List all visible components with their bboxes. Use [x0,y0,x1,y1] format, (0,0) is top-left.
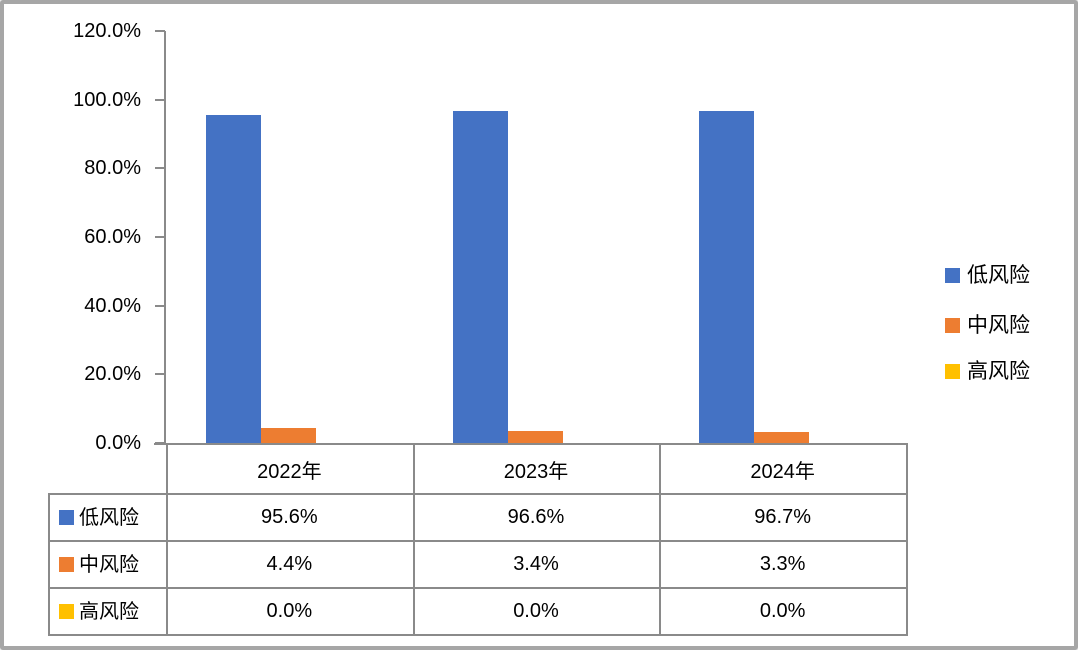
table-row-label: 中风险 [79,553,139,576]
legend-swatch-icon [945,267,960,283]
table-row-label: 高风险 [79,600,139,623]
y-axis-line [164,31,166,445]
table-value-cell: 0.0% [266,600,313,622]
table-value-cell: 96.6% [507,506,565,528]
y-axis-tick-label: 20.0% [84,363,141,386]
legend-label: 高风险 [967,359,1030,383]
legend-swatch-icon [945,317,960,333]
y-axis-tick-mark [155,167,165,170]
table-border-line [48,634,908,636]
table-value-cell: 0.0% [513,600,559,622]
table-header-cell-2022年: 2022年 [257,460,322,483]
table-border-line [906,443,908,636]
table-row-header-中风险: 中风险 [50,542,166,587]
table-border-line [48,540,908,542]
bar-series-1-低风险-cat-2023年 [452,111,508,443]
y-axis-tick-label: 120.0% [73,20,141,42]
row-swatch-icon [59,510,74,525]
y-axis-tick-label: 40.0% [84,294,141,317]
y-axis-tick-mark [155,98,165,101]
table-border-line [48,493,908,495]
bar-series-2-中风险-cat-2022年 [261,427,316,443]
legend-swatch-icon [945,363,960,379]
y-axis-tick-label: 60.0% [84,226,141,248]
y-axis-tick-label: 0.0% [95,432,141,454]
table-header-cell-2023年: 2023年 [503,460,569,483]
table-row-header-低风险: 低风险 [50,495,166,540]
table-value-cell: 95.6% [260,506,318,528]
y-axis-tick-mark [155,236,165,238]
y-axis-tick-mark [155,30,165,32]
legend-item-中风险: 中风险 [945,313,1030,337]
table-border-line [166,443,168,636]
table-value-cell: 4.4% [266,553,313,575]
y-axis-tick-mark [155,304,165,307]
legend-label: 低风险 [967,263,1030,287]
y-axis-tick-label: 80.0% [84,157,141,180]
table-border-line [48,493,50,636]
bar-series-2-中风险-cat-2023年 [507,431,563,443]
table-border-line [48,587,908,589]
table-value-cell: 3.4% [513,553,559,575]
table-header-cell-2024年: 2024年 [750,460,815,483]
table-border-line [659,443,662,636]
table-value-cell: 3.3% [759,553,806,575]
y-axis-tick-mark [155,373,165,376]
table-value-cell: 0.0% [759,600,806,622]
bar-series-1-低风险-cat-2024年 [699,110,755,443]
x-axis-line [154,443,908,445]
legend-item-高风险: 高风险 [945,359,1030,383]
bar-series-2-中风险-cat-2024年 [754,431,810,443]
y-axis-tick-label: 100.0% [73,88,141,111]
table-border-line [412,443,415,636]
row-swatch-icon [59,557,74,572]
table-row-header-高风险: 高风险 [50,589,166,634]
bar-series-1-低风险-cat-2022年 [206,114,261,443]
legend-item-低风险: 低风险 [945,263,1030,287]
table-value-cell: 96.7% [754,506,812,528]
table-row-label: 低风险 [79,506,139,529]
legend-label: 中风险 [967,313,1030,337]
row-swatch-icon [59,604,74,619]
